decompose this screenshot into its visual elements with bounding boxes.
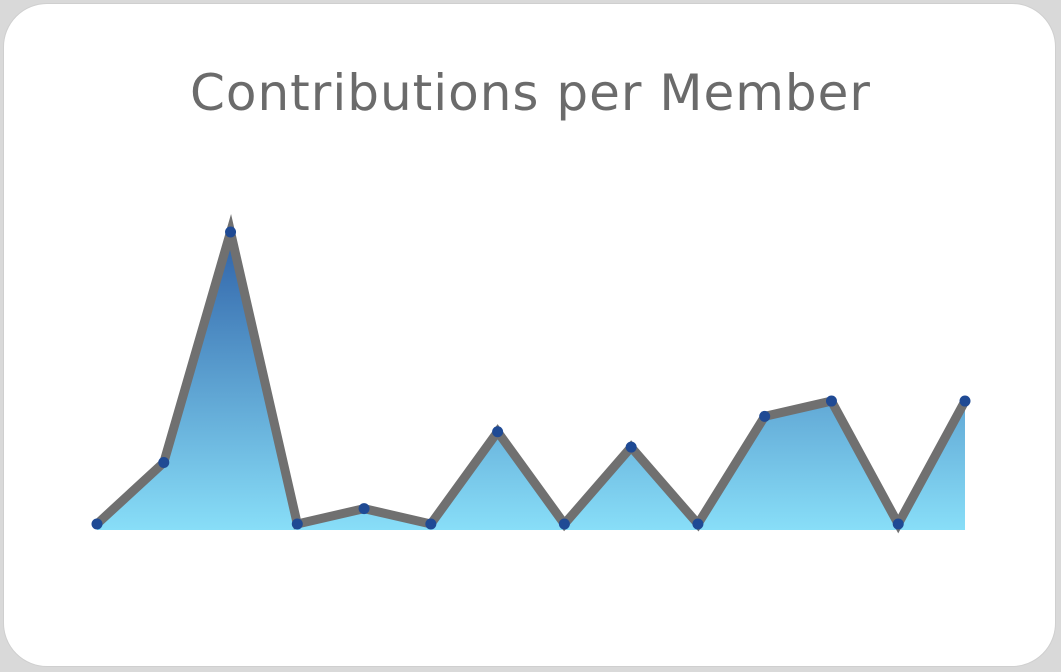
chart-card	[3, 3, 1056, 667]
data-point-13	[892, 518, 904, 530]
chart-title: Contributions per Member	[189, 64, 871, 122]
data-point-8	[558, 518, 570, 530]
area-fill	[97, 232, 965, 530]
data-point-11	[759, 410, 771, 422]
area-fill-layer	[97, 232, 965, 530]
data-point-1	[91, 518, 103, 530]
data-point-3	[225, 226, 237, 238]
data-point-7	[492, 426, 504, 438]
data-point-14	[959, 395, 971, 407]
series-line	[93, 214, 969, 534]
data-point-9	[625, 441, 637, 453]
data-point-4	[291, 518, 303, 530]
data-point-10	[692, 518, 704, 530]
series-line-layer	[93, 214, 969, 534]
data-point-5	[358, 503, 370, 515]
data-point-12	[825, 395, 837, 407]
data-point-6	[425, 518, 437, 530]
point-marker-layer	[91, 226, 971, 530]
data-point-2	[158, 457, 170, 469]
